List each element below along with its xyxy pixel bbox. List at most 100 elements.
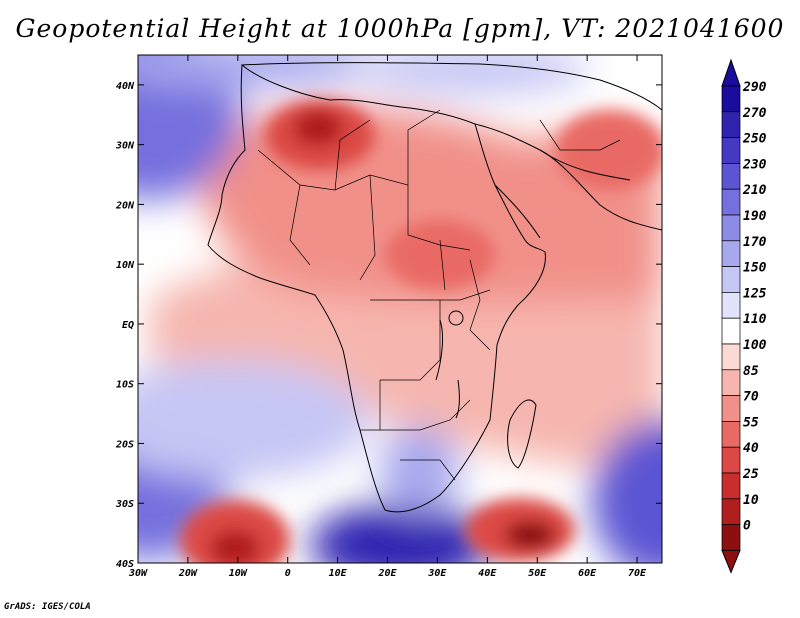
persian-gulf-coastline bbox=[539, 149, 631, 181]
field-detail bbox=[180, 100, 662, 563]
colorbar-swatch bbox=[721, 369, 741, 396]
border-sahel bbox=[257, 149, 471, 251]
colorbar-swatch bbox=[721, 317, 741, 345]
y-tick-label: 20N bbox=[115, 200, 135, 211]
x-tick-label: 60E bbox=[578, 568, 597, 579]
x-tick-label: 20E bbox=[377, 568, 397, 579]
border-middle-east bbox=[539, 119, 621, 151]
colorbar-swatch bbox=[721, 85, 741, 113]
geopotential-field bbox=[138, 55, 662, 563]
colorbar-swatch bbox=[721, 421, 741, 448]
border-niger-chad bbox=[359, 174, 376, 281]
y-tick-label: 10N bbox=[116, 260, 135, 271]
border-drc bbox=[380, 300, 441, 381]
colorbar-label: 10 bbox=[743, 493, 759, 508]
lake-tanganyika bbox=[435, 319, 444, 381]
x-tick-label: 30E bbox=[427, 568, 447, 579]
border-south-africa bbox=[400, 459, 456, 481]
lakes bbox=[435, 310, 464, 419]
x-tick-label: 10W bbox=[229, 568, 248, 579]
colorbar-swatch bbox=[721, 498, 741, 525]
colorbar-label: 55 bbox=[743, 415, 759, 430]
field-sahara-low-core bbox=[293, 110, 343, 146]
colorbar-swatch bbox=[721, 188, 741, 216]
plot-frame bbox=[137, 54, 663, 564]
field-s-indian-low-core bbox=[505, 521, 555, 549]
y-tick-label: 40S bbox=[116, 559, 134, 570]
field-atlantic-ridge bbox=[138, 360, 370, 480]
colorbar-swatch bbox=[721, 266, 741, 293]
colorbar-label: 25 bbox=[742, 467, 759, 482]
field-sudan-low bbox=[385, 220, 495, 290]
colorbar-swatch bbox=[721, 343, 741, 371]
y-tick-label: 30N bbox=[115, 141, 135, 152]
colorbar-label: 290 bbox=[742, 80, 767, 95]
colorbar-label: 70 bbox=[743, 390, 759, 405]
colorbar-label: 210 bbox=[742, 183, 767, 198]
field-mediterranean-ridge bbox=[138, 55, 380, 88]
colorbar-label: 0 bbox=[743, 519, 751, 534]
lake-victoria bbox=[448, 310, 464, 326]
x-tick-label: 50E bbox=[528, 568, 547, 579]
colorbar-bottom-arrow bbox=[721, 549, 741, 574]
colorbar-swatch bbox=[721, 240, 741, 267]
colorbar-label: 250 bbox=[742, 132, 767, 147]
arabia-coastline bbox=[474, 123, 662, 231]
x-tick-label: 10E bbox=[329, 568, 348, 579]
colorbar-label: 110 bbox=[743, 312, 767, 327]
border-libya-egypt bbox=[407, 109, 441, 185]
colorbar-swatch bbox=[721, 395, 741, 422]
y-tick-label: EQ bbox=[122, 320, 134, 331]
colorbar-swatch bbox=[721, 446, 741, 474]
x-tick-label: 30W bbox=[128, 568, 148, 579]
colorbar-label: 230 bbox=[742, 157, 767, 172]
colorbar-label: 125 bbox=[743, 286, 767, 301]
colorbar-swatch bbox=[721, 137, 741, 164]
y-tick-label: 40N bbox=[116, 81, 135, 92]
colorbar-label: 85 bbox=[743, 364, 759, 379]
red-sea-coastline bbox=[494, 184, 541, 239]
axis-ticks: 30W 20W 10W 0 10E 20E 30E 40E 50E 60E 70E 40N 30N 20N… bbox=[115, 55, 662, 579]
border-mali bbox=[289, 184, 311, 266]
madagascar-coastline bbox=[507, 399, 537, 469]
colorbar-swatch bbox=[721, 163, 741, 190]
colorbar-swatch bbox=[721, 214, 741, 242]
coastlines bbox=[207, 62, 662, 513]
colorbar-label: 190 bbox=[743, 209, 767, 224]
colorbar-swatch bbox=[721, 292, 741, 319]
country-borders bbox=[257, 109, 621, 481]
border-south-sudan bbox=[439, 239, 446, 291]
colorbar-label: 40 bbox=[743, 441, 759, 456]
colorbar-label: 150 bbox=[743, 261, 767, 276]
map-title: Geopotential Height at 1000hPa [gpm], VT… bbox=[15, 14, 785, 43]
europe-coastline bbox=[241, 62, 662, 111]
colorbar-swatch bbox=[721, 472, 741, 500]
field-north-atlantic-high bbox=[138, 55, 240, 200]
y-tick-label: 10S bbox=[116, 380, 134, 391]
field-europe-ridge bbox=[350, 55, 590, 95]
field-sw-atlantic-low-core bbox=[210, 530, 260, 563]
colorbar-swatch bbox=[721, 524, 741, 551]
field-indian-ocean-high bbox=[592, 420, 662, 563]
colorbar: 2902702502302101901701501251101008570554… bbox=[721, 58, 767, 574]
africa-coastline bbox=[207, 63, 546, 513]
x-tick-label: 70E bbox=[628, 568, 647, 579]
colorbar-label: 170 bbox=[743, 235, 767, 250]
x-tick-label: 20W bbox=[178, 568, 198, 579]
x-tick-label: 0 bbox=[285, 568, 291, 579]
field-southern-africa-high bbox=[310, 505, 490, 563]
grads-credit: GrADS: IGES/COLA bbox=[4, 602, 91, 612]
colorbar-swatch bbox=[721, 111, 741, 138]
border-east bbox=[469, 259, 491, 351]
border-algeria bbox=[334, 119, 371, 191]
border-southern bbox=[380, 399, 471, 431]
x-tick-label: 40E bbox=[478, 568, 497, 579]
y-tick-label: 30S bbox=[115, 499, 134, 510]
colorbar-top-arrow bbox=[721, 58, 741, 87]
colorbar-label: 100 bbox=[743, 338, 767, 353]
lake-malawi bbox=[455, 379, 460, 419]
field-kalahari-ridge bbox=[380, 425, 460, 515]
y-tick-label: 20S bbox=[115, 439, 134, 450]
colorbar-label: 270 bbox=[742, 106, 767, 121]
